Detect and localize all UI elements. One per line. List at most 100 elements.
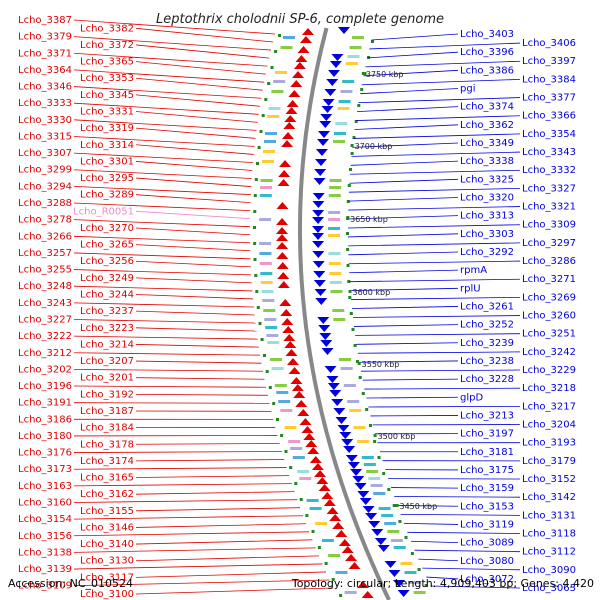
feature-block-minus: [283, 36, 295, 39]
right-gene-label: Lcho_3397: [522, 56, 576, 67]
right-gene-label: Lcho_3089: [460, 538, 514, 549]
right-leader-line: [348, 187, 521, 193]
feature-block-minus: [265, 132, 277, 135]
feature-block-plus: [347, 400, 360, 403]
left-gene-label: Lcho_3382: [80, 23, 134, 34]
left-gene-label: Lcho_3289: [80, 190, 134, 201]
left-leader-line: [73, 202, 251, 212]
right-gene-label: Lcho_3343: [522, 147, 576, 158]
feature-block-minus: [335, 571, 348, 574]
right-gene-label: Lcho_3251: [522, 329, 576, 340]
left-gene-label: Lcho_3162: [80, 489, 134, 500]
minus-strand-gene-arrow: [297, 409, 310, 416]
left-gene-label: Lcho_3184: [80, 423, 134, 434]
minus-strand-gene-arrow: [291, 384, 304, 391]
right-leader-line: [414, 549, 521, 553]
feature-block-plus: [340, 90, 353, 93]
left-leader-line: [73, 285, 253, 292]
track-tick: [256, 162, 259, 165]
right-leader-line: [368, 405, 521, 408]
track-tick: [347, 184, 351, 187]
feature-block-plus: [400, 562, 413, 565]
left-leader-line: [135, 507, 301, 512]
left-gene-label: Lcho_3201: [80, 373, 134, 384]
left-gene-label: Lcho_3196: [18, 381, 72, 392]
right-leader-line: [360, 369, 521, 372]
left-gene-label: Lcho_3307: [18, 148, 72, 159]
left-gene-label: Lcho_3173: [18, 464, 72, 475]
feature-block-plus: [333, 318, 346, 321]
track-tick: [346, 200, 350, 203]
right-gene-label: Lcho_3118: [522, 529, 576, 540]
right-leader-line: [361, 79, 521, 86]
left-leader-line: [73, 515, 304, 520]
right-gene-label: Lcho_3260: [522, 311, 576, 322]
left-gene-label: Lcho_3109: [18, 581, 72, 592]
right-gene-label: Lcho_3269: [522, 292, 576, 303]
left-leader-line: [135, 77, 263, 91]
feature-block-plus: [335, 122, 348, 125]
plus-strand-gene-arrow: [350, 469, 363, 476]
plus-strand-gene-arrow: [326, 376, 339, 383]
feature-block-plus: [343, 384, 356, 387]
track-tick: [253, 226, 256, 229]
track-tick: [349, 168, 352, 171]
track-tick: [346, 232, 349, 235]
left-gene-label: Lcho_3155: [80, 506, 134, 517]
right-gene-label: Lcho_3297: [522, 238, 576, 249]
right-leader-line: [353, 324, 459, 327]
feature-block-plus: [387, 530, 400, 533]
left-gene-label: Lcho_3278: [18, 215, 72, 226]
plus-strand-gene-arrow: [315, 149, 328, 156]
left-leader-line: [73, 169, 252, 179]
minus-strand-gene-arrow: [323, 499, 336, 506]
minus-strand-gene-arrow: [276, 234, 289, 241]
track-tick: [276, 418, 279, 421]
track-tick: [351, 328, 355, 331]
right-leader-line: [371, 33, 459, 41]
minus-strand-gene-arrow: [277, 179, 290, 186]
plus-strand-gene-arrow: [320, 114, 333, 121]
left-leader-line: [73, 563, 323, 570]
right-gene-label: Lcho_3286: [522, 256, 576, 267]
right-leader-line: [351, 151, 521, 157]
right-gene-label: Lcho_3252: [460, 320, 514, 331]
right-gene-label: Lcho_3403: [460, 29, 514, 40]
left-gene-label: Lcho_3180: [18, 431, 72, 442]
feature-block-plus: [413, 591, 426, 594]
left-leader-line: [73, 302, 254, 308]
left-gene-label: Lcho_3160: [18, 497, 72, 508]
feature-block-plus: [409, 581, 421, 584]
minus-strand-gene-arrow: [295, 400, 308, 407]
left-leader-line: [135, 459, 285, 462]
left-gene-label: Lcho_3315: [18, 131, 72, 142]
left-gene-label: Lcho_3140: [80, 539, 134, 550]
right-leader-line: [369, 42, 521, 50]
plus-strand-gene-arrow: [312, 226, 325, 233]
minus-strand-gene-arrow: [276, 262, 289, 269]
right-leader-line: [366, 396, 459, 399]
track-tick: [392, 504, 396, 507]
track-tick: [360, 88, 364, 91]
plus-strand-gene-arrow: [329, 61, 342, 68]
minus-strand-gene-arrow: [293, 391, 306, 398]
left-leader-line: [73, 69, 265, 83]
left-leader-line: [135, 27, 274, 43]
feature-block-minus: [288, 440, 301, 443]
left-leader-line: [135, 260, 251, 268]
right-gene-label: Lcho_3396: [460, 47, 514, 58]
plus-strand-gene-arrow: [313, 271, 326, 278]
left-leader-line: [73, 531, 310, 537]
track-tick: [256, 306, 260, 309]
left-gene-label: Lcho_3244: [80, 290, 134, 301]
left-gene-label: Lcho_3257: [18, 248, 72, 259]
minus-strand-gene-arrow: [286, 100, 299, 107]
minus-strand-gene-arrow: [285, 107, 298, 114]
plus-strand-gene-arrow: [374, 538, 387, 545]
right-gene-label: Lcho_3338: [460, 156, 514, 167]
minus-strand-gene-arrow: [284, 115, 297, 122]
track-tick: [259, 130, 263, 133]
left-leader-line: [135, 491, 295, 495]
track-tick: [371, 40, 374, 43]
